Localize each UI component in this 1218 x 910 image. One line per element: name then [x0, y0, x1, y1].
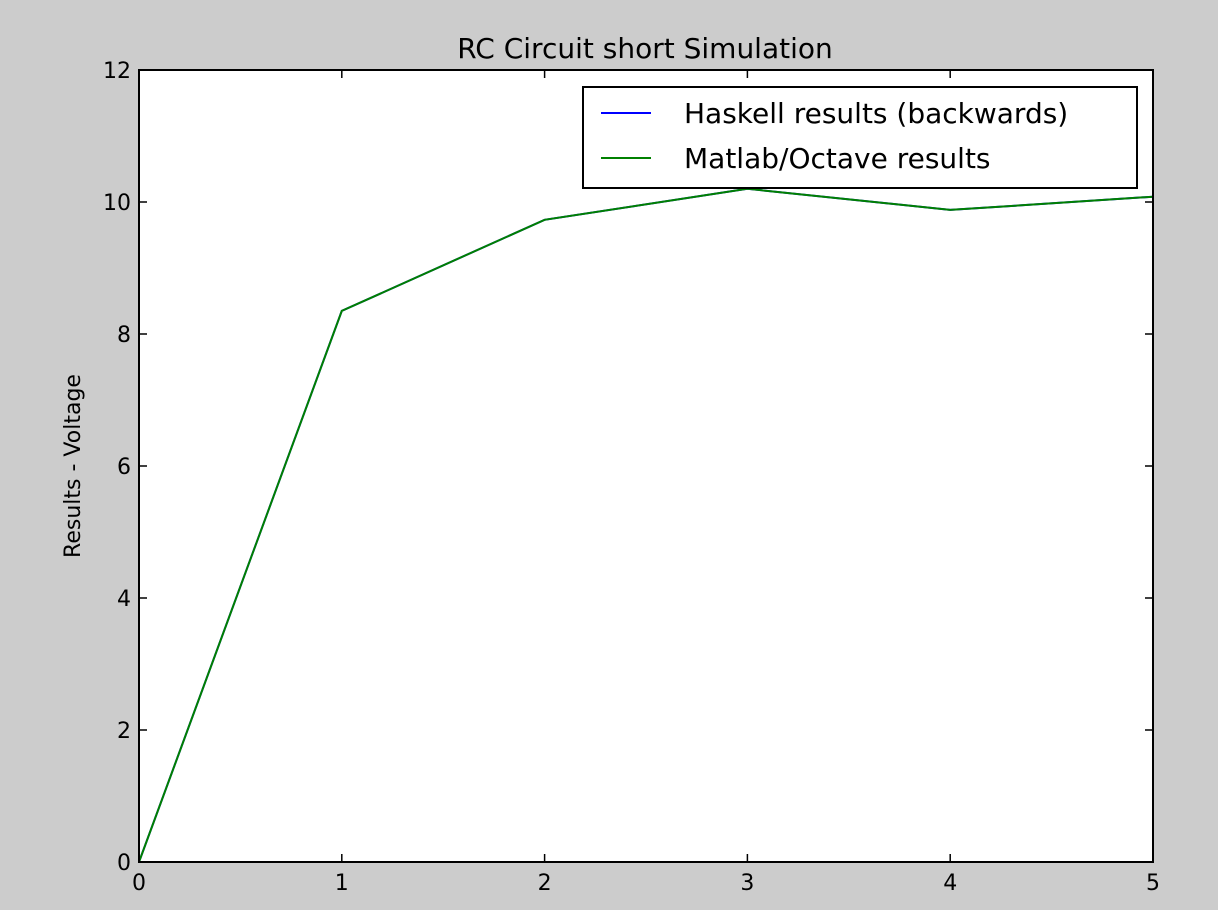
x-tick-label: 5: [1146, 871, 1160, 896]
legend-box: [582, 86, 1138, 189]
x-tick-label: 0: [132, 871, 146, 896]
plot-area: [139, 70, 1153, 862]
y-tick-label: 12: [103, 59, 131, 84]
y-tick-label: 2: [117, 719, 131, 744]
y-tick-label: 10: [103, 191, 131, 216]
legend: Haskell results (backwards) Matlab/Octav…: [582, 86, 1138, 189]
y-axis-label: Results - Voltage: [61, 374, 86, 558]
x-tick-label: 2: [538, 871, 552, 896]
x-tick-label: 3: [740, 871, 754, 896]
x-tick-label: 1: [335, 871, 349, 896]
legend-label-matlab: Matlab/Octave results: [684, 142, 991, 175]
y-tick-label: 4: [117, 587, 131, 612]
chart-title: RC Circuit short Simulation: [457, 32, 833, 65]
y-tick-label: 6: [117, 455, 131, 480]
x-tick-label: 4: [943, 871, 957, 896]
legend-label-haskell: Haskell results (backwards): [684, 97, 1068, 130]
y-tick-label: 8: [117, 323, 131, 348]
series-layer: [138, 187, 1154, 863]
series-line-1: [138, 187, 1154, 863]
y-tick-label: 0: [117, 851, 131, 876]
plot-frame: [138, 69, 1154, 863]
